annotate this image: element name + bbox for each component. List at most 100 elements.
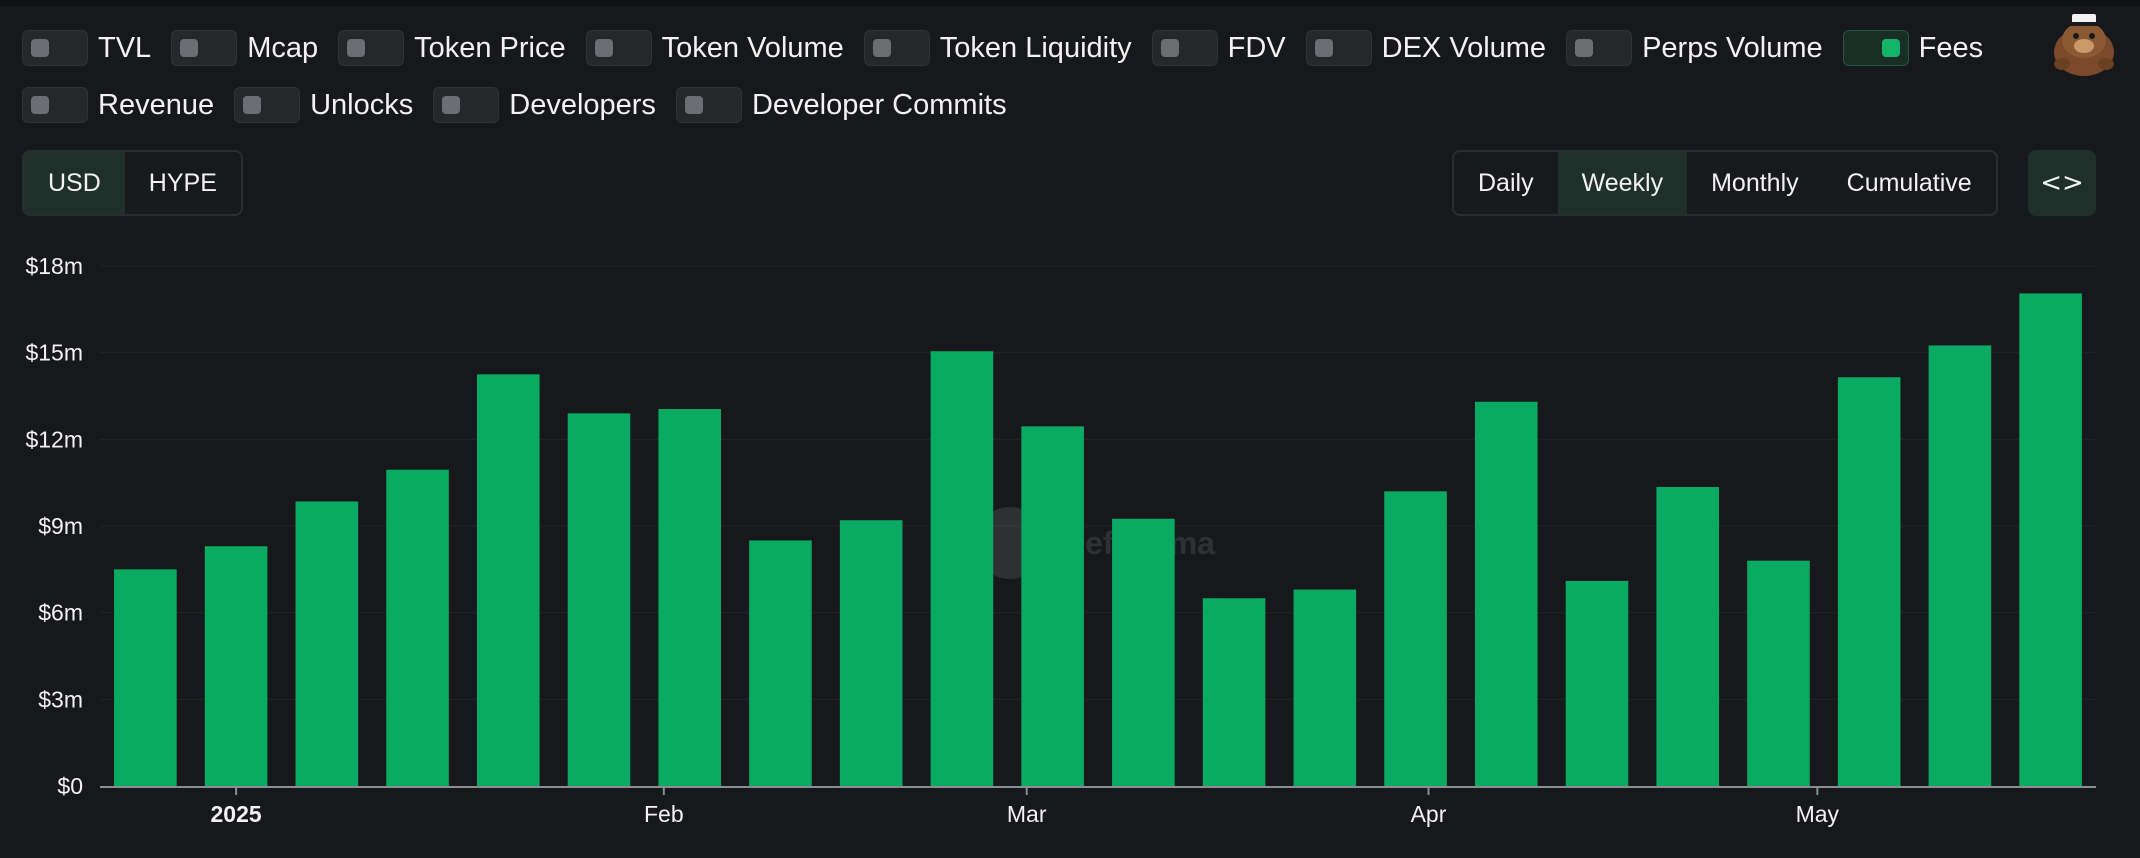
bar[interactable] — [1474, 401, 1538, 786]
watermark-logo-icon: DefiLlama — [974, 507, 1215, 579]
bar[interactable] — [114, 569, 177, 786]
y-tick-label: $15m — [25, 340, 83, 366]
x-axis: 2025 Feb Mar Apr May — [100, 786, 2096, 827]
toggle-label-token-price: Token Price — [414, 31, 566, 64]
y-axis: $0 $3m $6m $9m $12m $15m $18m — [25, 253, 83, 799]
toggle-unlocks[interactable]: Unlocks — [234, 87, 413, 123]
toggle-revenue[interactable]: Revenue — [22, 87, 214, 123]
toggle-label-fdv: FDV — [1227, 31, 1286, 64]
x-tick-label: 2025 — [211, 801, 262, 827]
switch-knob — [872, 39, 891, 57]
switch-knob — [1314, 39, 1333, 57]
metric-toggles-row-1: TVL Mcap Token Price Token Volume Token … — [22, 30, 2003, 66]
switch-fdv[interactable] — [1151, 30, 1218, 66]
bar[interactable] — [1384, 491, 1447, 786]
switch-developers[interactable] — [433, 87, 500, 123]
toggle-label-developers: Developers — [509, 88, 656, 121]
toggle-token-volume[interactable]: Token Volume — [585, 30, 844, 66]
switch-knob — [684, 96, 703, 114]
switch-developer-commits[interactable] — [675, 87, 742, 123]
bar[interactable] — [1021, 426, 1084, 786]
period-option-weekly[interactable]: Weekly — [1557, 152, 1688, 214]
currency-option-hype[interactable]: HYPE — [148, 168, 217, 197]
y-tick-label: $9m — [38, 513, 83, 539]
bar[interactable] — [386, 469, 449, 786]
bar[interactable] — [1747, 560, 1810, 786]
embed-code-button[interactable]: <> — [2028, 150, 2096, 216]
toggle-label-revenue: Revenue — [98, 88, 215, 121]
bar[interactable] — [1565, 580, 1629, 786]
y-tick-label: $0 — [57, 773, 83, 799]
period-option-cumulative[interactable]: Cumulative — [1846, 168, 1972, 197]
toggle-label-dex-volume: DEX Volume — [1381, 31, 1547, 64]
switch-token-liquidity[interactable] — [863, 30, 930, 66]
switch-knob — [243, 96, 262, 114]
bar[interactable] — [204, 546, 268, 786]
bar[interactable] — [1656, 487, 1720, 786]
chart-bars — [114, 293, 2082, 786]
toggle-label-token-volume: Token Volume — [661, 31, 844, 64]
switch-perps-volume[interactable] — [1566, 30, 1633, 66]
switch-unlocks[interactable] — [234, 87, 301, 123]
switch-tvl[interactable] — [22, 30, 88, 66]
bar[interactable] — [749, 540, 812, 786]
switch-knob — [347, 39, 366, 57]
period-selector: Daily Weekly Monthly Cumulative — [1452, 150, 1998, 216]
x-tick-label: Feb — [644, 801, 684, 827]
bar[interactable] — [295, 501, 359, 786]
toggle-fees[interactable]: Fees — [1842, 30, 1984, 66]
y-tick-label: $6m — [38, 600, 83, 626]
switch-revenue[interactable] — [22, 87, 88, 123]
bar[interactable] — [2019, 293, 2082, 786]
period-option-monthly[interactable]: Monthly — [1711, 168, 1799, 197]
bar[interactable] — [658, 409, 722, 786]
switch-knob — [1160, 39, 1179, 57]
currency-selector: USD HYPE — [22, 150, 243, 216]
metric-toggles-row-2: Revenue Unlocks Developers Developer Com… — [22, 87, 1027, 123]
switch-mcap[interactable] — [171, 30, 238, 66]
bar[interactable] — [567, 413, 631, 786]
x-tick-label: Apr — [1411, 801, 1447, 827]
switch-dex-volume[interactable] — [1305, 30, 1372, 66]
switch-knob — [31, 39, 49, 57]
y-tick-label: $3m — [38, 686, 83, 712]
y-tick-label: $18m — [25, 253, 83, 279]
toggle-label-perps-volume: Perps Volume — [1642, 31, 1823, 64]
toggle-label-tvl: TVL — [98, 31, 152, 64]
toggle-fdv[interactable]: FDV — [1151, 30, 1286, 66]
toggle-label-unlocks: Unlocks — [310, 88, 414, 121]
bar[interactable] — [476, 374, 540, 786]
switch-token-volume[interactable] — [585, 30, 652, 66]
toggle-label-developer-commits: Developer Commits — [751, 88, 1007, 121]
toggle-label-token-liquidity: Token Liquidity — [939, 31, 1132, 64]
bar[interactable] — [930, 351, 994, 786]
switch-fees[interactable] — [1842, 30, 1909, 66]
switch-knob — [594, 39, 613, 57]
switch-token-price[interactable] — [338, 30, 405, 66]
fees-bar-chart: DefiLlama $0 $3m $6m $9m $12m $15m $18m 2025 Fe… — [25, 253, 2096, 827]
toggle-dex-volume[interactable]: DEX Volume — [1305, 30, 1547, 66]
toggle-token-liquidity[interactable]: Token Liquidity — [863, 30, 1132, 66]
bar[interactable] — [1293, 589, 1357, 786]
toggle-tvl[interactable]: TVL — [22, 30, 151, 66]
currency-option-usd[interactable]: USD — [24, 152, 125, 214]
bar[interactable] — [839, 520, 903, 786]
bar[interactable] — [1928, 345, 1992, 786]
toggle-label-mcap: Mcap — [247, 31, 319, 64]
toggle-mcap[interactable]: Mcap — [171, 30, 318, 66]
switch-knob — [31, 96, 49, 114]
bar[interactable] — [1112, 518, 1175, 786]
toggle-perps-volume[interactable]: Perps Volume — [1566, 30, 1823, 66]
top-divider — [0, 0, 2140, 6]
toggle-token-price[interactable]: Token Price — [338, 30, 566, 66]
toggle-developers[interactable]: Developers — [433, 87, 656, 123]
switch-knob — [180, 39, 199, 57]
toggle-developer-commits[interactable]: Developer Commits — [675, 87, 1007, 123]
toggle-label-fees: Fees — [1918, 31, 1984, 64]
x-tick-label: May — [1796, 801, 1840, 827]
period-option-daily[interactable]: Daily — [1478, 168, 1534, 197]
x-tick-label: Mar — [1007, 801, 1047, 827]
bar[interactable] — [1202, 598, 1266, 786]
bar[interactable] — [1837, 377, 1901, 786]
switch-knob — [1881, 39, 1900, 57]
